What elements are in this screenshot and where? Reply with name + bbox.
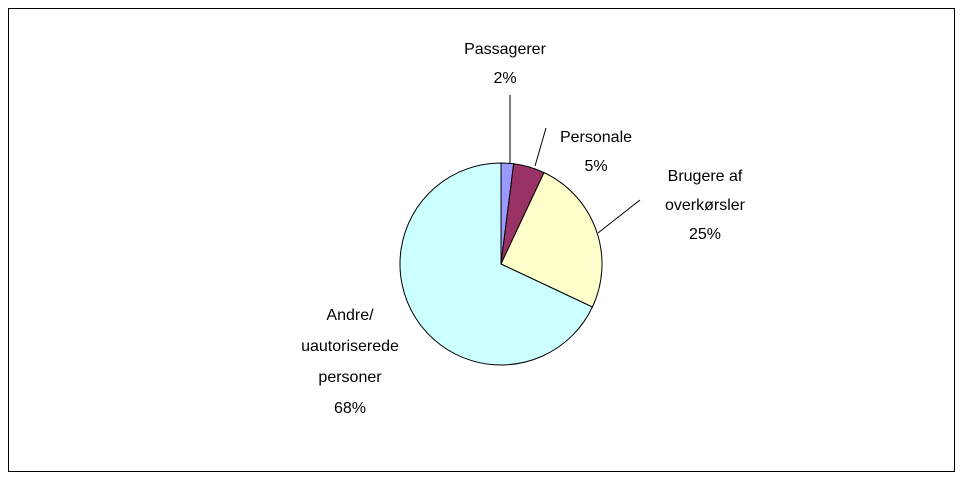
value-label: 2% xyxy=(493,70,516,87)
pie-slice xyxy=(500,171,603,308)
slice-label: Brugere af overkørsler xyxy=(665,168,746,214)
slice-label: Andre/uautoriserede personer xyxy=(301,307,399,386)
value-label: 5% xyxy=(584,158,607,175)
value-label: 25% xyxy=(689,226,721,243)
leader-line xyxy=(534,127,547,167)
leader-line xyxy=(597,199,641,234)
slice-label: Passagerer xyxy=(464,41,546,58)
pie-slice xyxy=(399,162,594,366)
value-label: 68% xyxy=(334,400,366,417)
slice-label: Personale xyxy=(560,129,632,146)
